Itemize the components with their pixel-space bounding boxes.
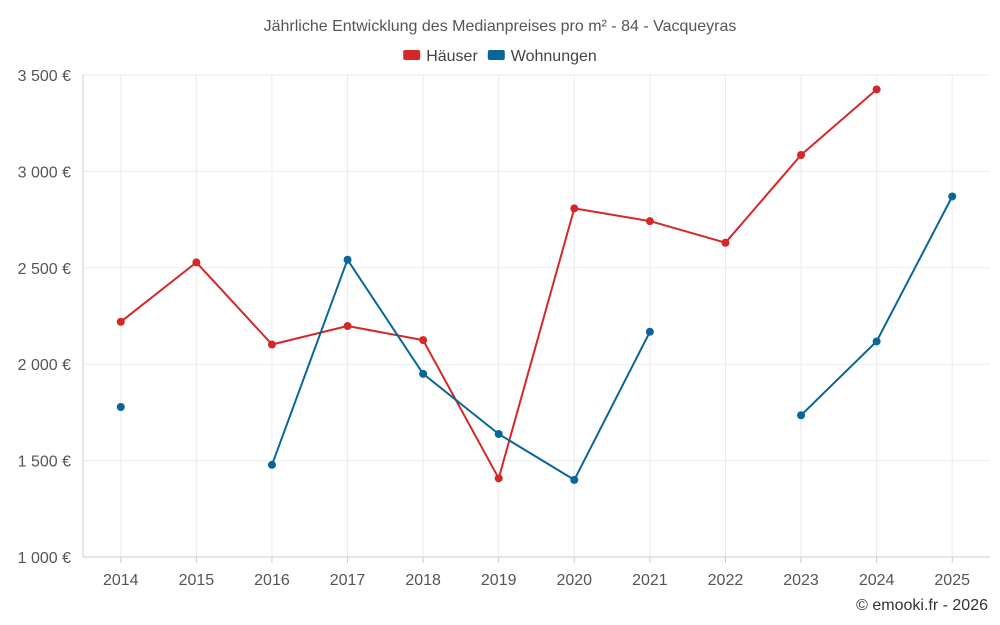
data-point[interactable]: [570, 475, 579, 484]
x-tick-label: 2022: [708, 572, 744, 589]
x-tick-label: 2025: [934, 572, 970, 589]
data-point[interactable]: [797, 411, 806, 420]
data-point[interactable]: [116, 317, 125, 326]
data-point[interactable]: [948, 192, 957, 201]
data-point[interactable]: [343, 255, 352, 264]
data-point[interactable]: [116, 403, 125, 412]
legend-swatch: [487, 50, 505, 60]
y-tick-label: 1 500 €: [18, 454, 71, 471]
x-tick-label: 2014: [103, 572, 139, 589]
series-1: [116, 85, 881, 483]
legend-label: Häuser: [426, 48, 478, 65]
y-tick-label: 3 500 €: [18, 68, 71, 85]
data-point[interactable]: [872, 85, 881, 94]
x-tick-label: 2018: [405, 572, 441, 589]
y-tick-label: 3 000 €: [18, 164, 71, 181]
data-point[interactable]: [645, 327, 654, 336]
legend-item[interactable]: Wohnungen: [487, 48, 597, 65]
x-axis-ticks: 2014 2015 2016 2017 2018 2019 2020 2021 2022 2023…: [103, 557, 970, 589]
x-tick-label: 2023: [783, 572, 819, 589]
series-line: [271, 258, 651, 481]
x-tick-label: 2019: [481, 572, 517, 589]
x-tick-label: 2016: [254, 572, 290, 589]
y-axis-ticks: 1 000 € 1 500 € 2 000 € 2 500 € 3 000 € 3 500…: [18, 68, 71, 567]
legend-swatch: [403, 50, 421, 60]
y-tick-label: 2 000 €: [18, 357, 71, 374]
x-tick-label: 2015: [179, 572, 215, 589]
series-layer: [116, 85, 957, 484]
legend-label: Wohnungen: [511, 48, 597, 65]
data-point[interactable]: [494, 474, 503, 483]
credit-text: © emooki.fr - 2026: [856, 597, 988, 614]
data-point[interactable]: [721, 238, 730, 247]
data-point[interactable]: [419, 369, 428, 378]
data-point[interactable]: [267, 460, 276, 469]
grid-lines: [82, 74, 990, 558]
chart-title: Jährliche Entwicklung des Medianpreises …: [264, 18, 737, 35]
x-tick-label: 2021: [632, 572, 668, 589]
x-tick-label: 2020: [556, 572, 592, 589]
series-2: [116, 192, 957, 484]
data-point[interactable]: [797, 151, 806, 160]
x-tick-label: 2024: [859, 572, 895, 589]
legend: Häuser Wohnungen: [403, 48, 597, 65]
data-point[interactable]: [872, 337, 881, 346]
y-tick-label: 2 500 €: [18, 261, 71, 278]
data-point[interactable]: [645, 217, 654, 226]
y-tick-label: 1 000 €: [18, 550, 71, 567]
legend-item[interactable]: Häuser: [403, 48, 478, 65]
data-point[interactable]: [570, 204, 579, 213]
data-point[interactable]: [494, 429, 503, 438]
data-point[interactable]: [192, 258, 201, 267]
data-point[interactable]: [343, 322, 352, 331]
data-point[interactable]: [267, 340, 276, 349]
data-point[interactable]: [419, 336, 428, 345]
x-tick-label: 2017: [330, 572, 366, 589]
